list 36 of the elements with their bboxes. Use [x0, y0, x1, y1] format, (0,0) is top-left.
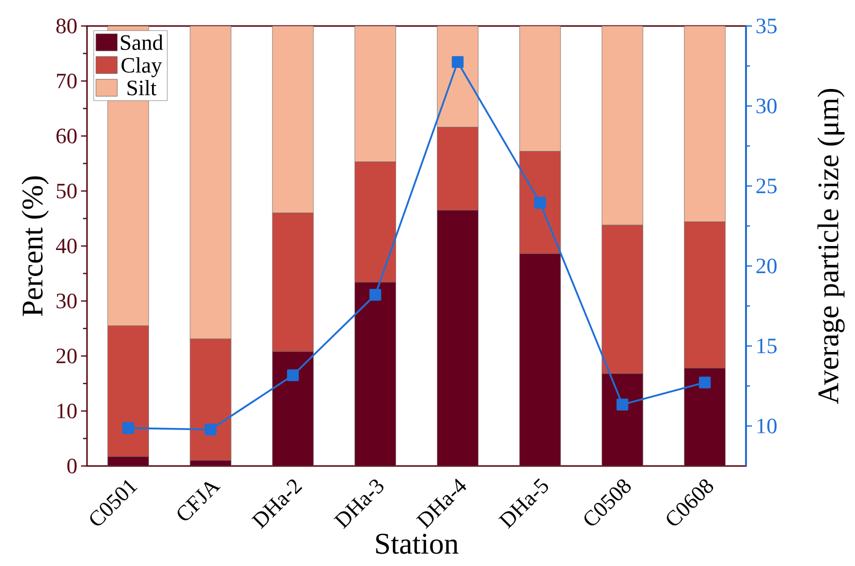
- bar: [354, 26, 396, 162]
- y2-tick-label: 15: [757, 338, 777, 354]
- point: [616, 398, 628, 410]
- y-tick-label: 20: [56, 348, 77, 364]
- y-tick-label: 60: [56, 128, 77, 144]
- bar: [190, 26, 232, 340]
- point: [452, 56, 464, 68]
- bar: [436, 26, 478, 128]
- point: [204, 424, 216, 436]
- legend-label: Silt: [128, 80, 156, 96]
- bar: [519, 26, 561, 152]
- bar: [602, 26, 644, 226]
- bar: [272, 26, 314, 214]
- y-tick-label: 10: [57, 404, 77, 418]
- bar: [684, 26, 726, 222]
- y2-tick-label: 25: [756, 178, 777, 194]
- x-axis-title: Station: [376, 534, 458, 554]
- y-tick-label: 50: [56, 184, 77, 198]
- y2-axis-title: Average particle size (μm): [817, 88, 845, 404]
- point: [534, 196, 546, 209]
- y-tick-label: 80: [56, 18, 77, 34]
- point: [369, 288, 382, 301]
- y-tick-label: 0: [67, 458, 77, 474]
- point: [698, 376, 711, 388]
- y-tick-label: 30: [56, 294, 77, 308]
- y2-tick-label: 35: [756, 18, 777, 34]
- point: [287, 369, 299, 382]
- y-tick-label: 40: [56, 238, 77, 254]
- legend-label: Clay: [122, 57, 162, 78]
- y2-tick-label: 20: [756, 258, 777, 274]
- y-tick-label: 70: [57, 74, 77, 88]
- legend-label: Sand: [120, 34, 163, 50]
- y2-tick-label: 10: [757, 418, 777, 434]
- y2-tick-label: 30: [756, 98, 777, 114]
- y-axis-title: Percent (%): [22, 176, 49, 316]
- point: [122, 422, 134, 434]
